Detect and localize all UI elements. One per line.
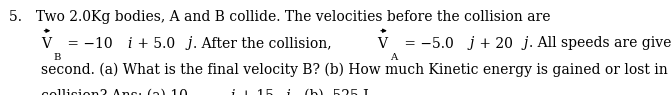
Text: . After the collision,: . After the collision, [193, 36, 336, 51]
Text: j: j [285, 89, 289, 95]
Text: = −5.0: = −5.0 [400, 36, 454, 51]
Text: i: i [230, 89, 235, 95]
Text: (b)  525 J: (b) 525 J [291, 88, 368, 95]
Text: j: j [469, 36, 474, 51]
Text: j: j [523, 36, 528, 51]
Text: V: V [378, 36, 388, 51]
Text: i: i [127, 36, 132, 51]
Text: j: j [187, 36, 192, 51]
Text: B: B [54, 53, 61, 62]
Text: + 20: + 20 [474, 36, 513, 51]
Text: = −10: = −10 [63, 36, 113, 51]
Text: . All speeds are given in meters per: . All speeds are given in meters per [529, 36, 671, 51]
Text: V: V [41, 36, 51, 51]
Text: + 15: + 15 [236, 89, 274, 95]
Text: 5. Two 2.0Kg bodies, A and B collide. The velocities before the collision are: 5. Two 2.0Kg bodies, A and B collide. Th… [9, 10, 555, 24]
Text: second. (a) What is the final velocity B? (b) How much Kinetic energy is gained : second. (a) What is the final velocity B… [41, 63, 671, 77]
Text: collision? Ans: (a) 10: collision? Ans: (a) 10 [41, 89, 188, 95]
Text: + 5.0: + 5.0 [133, 36, 175, 51]
Text: A: A [391, 53, 398, 62]
